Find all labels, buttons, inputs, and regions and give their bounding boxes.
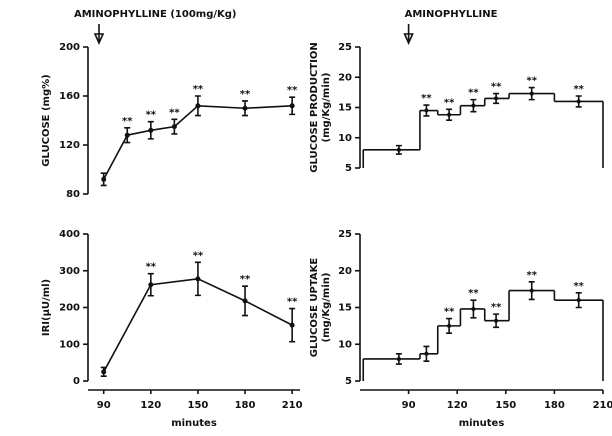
significance-mark: ** (573, 84, 584, 95)
x-tick-label: 180 (235, 400, 256, 411)
y-tick-label: 400 (59, 229, 80, 240)
x-tick-label: 150 (187, 400, 208, 411)
significance-mark: ** (526, 270, 537, 281)
y-tick-label: 200 (59, 42, 80, 53)
significance-mark: ** (193, 84, 204, 95)
significance-mark: ** (287, 85, 298, 96)
error-bar (171, 118, 178, 135)
annotation: AMINOPHYLLINE (100mg/Kg) (74, 9, 237, 20)
x-tick-label: 210 (282, 400, 303, 411)
y-axis-label: (mg/Kg/min) (321, 73, 332, 143)
error-bar (493, 92, 500, 105)
significance-mark: ** (468, 88, 479, 99)
error-bar (423, 104, 430, 117)
significance-mark: ** (526, 76, 537, 87)
error-bar (147, 120, 154, 140)
y-axis-label: (mg/Kg/min) (321, 273, 332, 343)
error-bar (147, 272, 154, 297)
y-tick-label: 300 (59, 266, 80, 277)
y-tick-label: 10 (338, 339, 352, 350)
significance-mark: ** (573, 281, 584, 292)
error-bar (470, 98, 477, 113)
error-bar (575, 95, 582, 108)
y-tick-label: 25 (338, 42, 352, 53)
y-tick-label: 100 (59, 339, 80, 350)
x-tick-label: 120 (447, 400, 468, 411)
y-tick-label: 10 (338, 133, 352, 144)
significance-mark: ** (491, 82, 502, 93)
error-bar (194, 95, 201, 117)
y-axis-label: GLUCOSE UPTAKE (309, 258, 320, 358)
error-bar (528, 280, 535, 301)
y-tick-label: 120 (59, 140, 80, 151)
error-bar (395, 353, 402, 365)
error-bar (395, 144, 402, 155)
y-tick-label: 0 (73, 376, 80, 387)
y-tick-label: 80 (66, 189, 80, 200)
y-tick-label: 20 (338, 72, 352, 83)
y-tick-label: 200 (59, 303, 80, 314)
error-bar (289, 96, 296, 116)
error-bar (100, 366, 107, 378)
significance-mark: ** (146, 262, 157, 273)
significance-mark: ** (240, 89, 251, 100)
significance-mark: ** (169, 107, 180, 118)
y-axis-label: GLUCOSE PRODUCTION (309, 42, 320, 172)
error-bar (124, 127, 131, 144)
error-bar (194, 261, 201, 297)
y-tick-label: 5 (345, 376, 352, 387)
annotation: AMINOPHYLLINE (405, 9, 498, 20)
error-bar (242, 100, 249, 117)
annotation-arrowhead (403, 33, 414, 45)
x-tick-label: 90 (402, 400, 416, 411)
significance-mark: ** (468, 288, 479, 299)
significance-mark: ** (444, 307, 455, 318)
y-tick-label: 15 (338, 303, 352, 314)
y-tick-label: 25 (338, 229, 352, 240)
error-bar (242, 285, 249, 317)
x-tick-label: 120 (140, 400, 161, 411)
y-tick-label: 160 (59, 91, 80, 102)
significance-mark: ** (193, 250, 204, 261)
error-bar (446, 108, 453, 122)
y-tick-label: 20 (338, 266, 352, 277)
x-tick-label: 180 (544, 400, 565, 411)
x-tick-label: 210 (593, 400, 612, 411)
x-tick-label: 90 (97, 400, 111, 411)
error-bar (575, 292, 582, 309)
error-bar (493, 313, 500, 329)
error-bar (470, 299, 477, 319)
x-tick-label: 150 (495, 400, 516, 411)
significance-mark: ** (421, 93, 432, 104)
significance-mark: ** (444, 97, 455, 108)
significance-mark: ** (287, 297, 298, 308)
x-axis-label: minutes (171, 418, 217, 429)
annotation-arrowhead (93, 33, 105, 45)
significance-mark: ** (122, 116, 133, 127)
significance-mark: ** (240, 274, 251, 285)
error-bar (528, 86, 535, 101)
y-tick-label: 15 (338, 103, 352, 114)
error-bar (423, 345, 430, 362)
error-bar (446, 317, 453, 335)
y-axis-label: IRI(µU/ml) (41, 279, 52, 336)
significance-mark: ** (146, 110, 157, 121)
y-tick-label: 5 (345, 163, 352, 174)
error-bar (289, 307, 296, 343)
error-bar (100, 172, 107, 187)
significance-mark: ** (491, 302, 502, 313)
y-axis-label: GLUCOSE (mg%) (41, 74, 52, 166)
x-axis-label: minutes (459, 418, 505, 429)
